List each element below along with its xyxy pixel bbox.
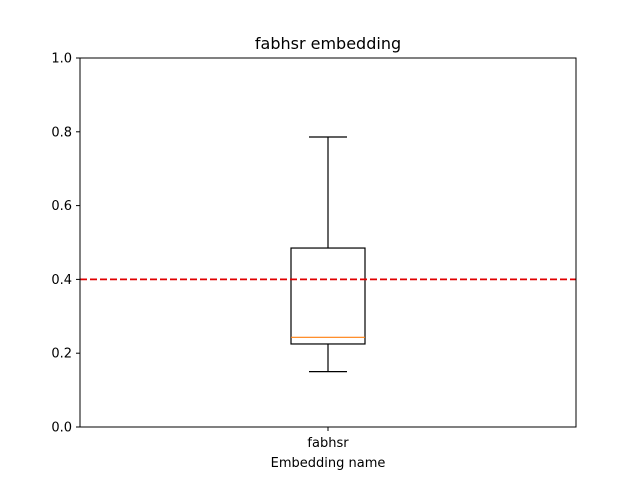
x-tick-label: fabhsr <box>307 436 349 451</box>
y-tick-label: 0.0 <box>51 421 72 436</box>
y-tick-label: 0.6 <box>51 199 72 214</box>
chart-title: fabhsr embedding <box>255 34 401 53</box>
plot-frame <box>79 57 577 428</box>
y-tick-label: 0.8 <box>51 125 72 140</box>
y-tick-label: 1.0 <box>51 52 72 67</box>
iqr-box <box>290 247 366 345</box>
y-tick-label: 0.4 <box>51 273 72 288</box>
y-tick-label: 0.2 <box>51 347 72 362</box>
x-axis-label: Embedding name <box>271 456 386 471</box>
plot-area: 0.0 0.2 0.4 0.6 0.8 1.0 fabhsr <box>51 52 577 451</box>
